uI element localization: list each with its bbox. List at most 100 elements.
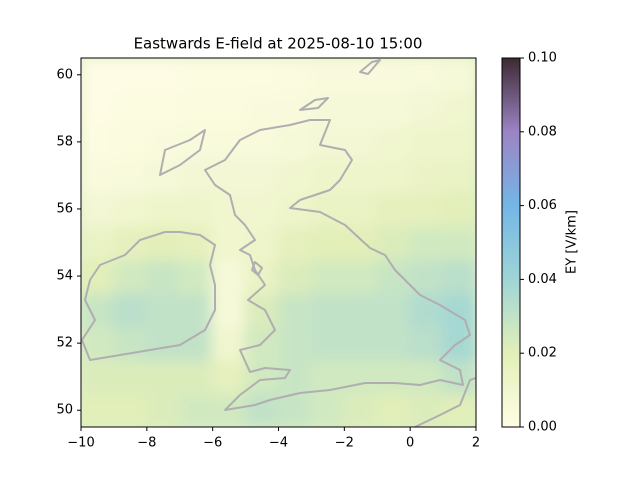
coastline xyxy=(414,377,476,427)
heatmap-cell xyxy=(442,58,476,93)
heatmap-cell xyxy=(376,392,412,427)
heatmap-cell xyxy=(277,224,313,261)
heatmap-cell xyxy=(409,325,445,361)
chart-title: Eastwards E-field at 2025-08-10 15:00 xyxy=(134,35,423,53)
heatmap-cell xyxy=(376,191,412,227)
heatmap-cell xyxy=(310,124,346,160)
y-tick-label: 54 xyxy=(56,269,73,284)
heatmap-cell xyxy=(409,124,445,160)
heatmap-cell xyxy=(409,224,445,261)
heatmap-cell xyxy=(112,157,148,194)
heatmap-cell xyxy=(376,224,412,261)
colorbar-tick-label: 0.10 xyxy=(528,51,557,66)
heatmap-cell xyxy=(343,90,379,127)
heatmap-cell xyxy=(310,224,346,261)
x-tick-label: −10 xyxy=(67,436,94,451)
heatmap-cell xyxy=(145,58,181,93)
x-tick-label: −2 xyxy=(335,436,354,451)
heatmap-cell xyxy=(145,90,181,127)
y-tick-label: 52 xyxy=(56,336,73,351)
heatmap-cell xyxy=(376,90,412,127)
heatmap-cell xyxy=(81,90,115,127)
heatmap-cell xyxy=(112,258,148,294)
heatmap-cell xyxy=(178,224,214,261)
heatmap-cell xyxy=(112,124,148,160)
heatmap-cell xyxy=(409,58,445,93)
heatmap-cell xyxy=(211,291,247,328)
heatmap-cell xyxy=(310,358,346,395)
heatmap-cell xyxy=(310,392,346,427)
heatmap-cell xyxy=(112,58,148,93)
colorbar-tick-label: 0.00 xyxy=(528,420,557,435)
heatmap-cell xyxy=(211,258,247,294)
heatmap-cell xyxy=(442,90,476,127)
heatmap-cell xyxy=(409,291,445,328)
heatmap xyxy=(81,58,476,427)
heatmap-cell xyxy=(310,58,346,93)
heatmap-cell xyxy=(145,191,181,227)
heatmap-cell xyxy=(244,157,280,194)
colorbar-tick-label: 0.06 xyxy=(528,198,557,213)
coastline xyxy=(81,231,216,361)
heatmap-cell xyxy=(343,224,379,261)
heatmap-cell xyxy=(145,258,181,294)
heatmap-cell xyxy=(81,325,115,361)
coastlines xyxy=(81,59,476,427)
heatmap-cell xyxy=(244,191,280,227)
heatmap-cell xyxy=(112,291,148,328)
heatmap-cell xyxy=(277,325,313,361)
x-tick-label: −6 xyxy=(203,436,222,451)
heatmap-cell xyxy=(81,58,115,93)
heatmap-cell xyxy=(277,358,313,395)
heatmap-cell xyxy=(145,291,181,328)
heatmap-cell xyxy=(211,90,247,127)
heatmap-cell xyxy=(145,392,181,427)
heatmap-cell xyxy=(178,58,214,93)
heatmap-cell xyxy=(310,157,346,194)
heatmap-cell xyxy=(178,90,214,127)
heatmap-cell xyxy=(211,224,247,261)
heatmap-cell xyxy=(442,157,476,194)
heatmap-cell xyxy=(244,392,280,427)
heatmap-cell xyxy=(178,291,214,328)
heatmap-cell xyxy=(145,325,181,361)
heatmap-cell xyxy=(376,358,412,395)
coastline xyxy=(159,59,381,176)
colorbar-tick-label: 0.08 xyxy=(528,124,557,139)
heatmap-cell xyxy=(81,157,115,194)
heatmap-cell xyxy=(376,124,412,160)
x-tick-label: 2 xyxy=(472,436,480,451)
heatmap-cell xyxy=(310,191,346,227)
heatmap-cell xyxy=(145,358,181,395)
heatmap-cell xyxy=(178,258,214,294)
heatmap-cell xyxy=(81,224,115,261)
heatmap-cell xyxy=(376,58,412,93)
heatmap-cell xyxy=(211,58,247,93)
heatmap-cell xyxy=(442,191,476,227)
heatmap-cell xyxy=(409,392,445,427)
heatmap-cell xyxy=(343,291,379,328)
heatmap-cell xyxy=(244,58,280,93)
heatmap-cell xyxy=(277,392,313,427)
heatmap-cell xyxy=(442,392,476,427)
colorbar-label: EY [V/km] xyxy=(565,210,580,274)
colorbar-tick-label: 0.02 xyxy=(528,346,557,361)
heatmap-cell xyxy=(178,358,214,395)
heatmap-cell xyxy=(310,258,346,294)
heatmap-cell xyxy=(343,157,379,194)
heatmap-cell xyxy=(376,291,412,328)
heatmap-cell xyxy=(409,258,445,294)
heatmap-cell xyxy=(277,58,313,93)
coastline xyxy=(251,261,263,276)
heatmap-cell xyxy=(376,258,412,294)
heatmap-cell xyxy=(310,291,346,328)
heatmap-cell xyxy=(277,124,313,160)
x-tick-label: −4 xyxy=(269,436,288,451)
map-area xyxy=(81,58,476,427)
heatmap-cell xyxy=(442,224,476,261)
heatmap-cell xyxy=(376,325,412,361)
coastline xyxy=(204,119,471,411)
heatmap-cell xyxy=(81,191,115,227)
heatmap-cell xyxy=(343,258,379,294)
